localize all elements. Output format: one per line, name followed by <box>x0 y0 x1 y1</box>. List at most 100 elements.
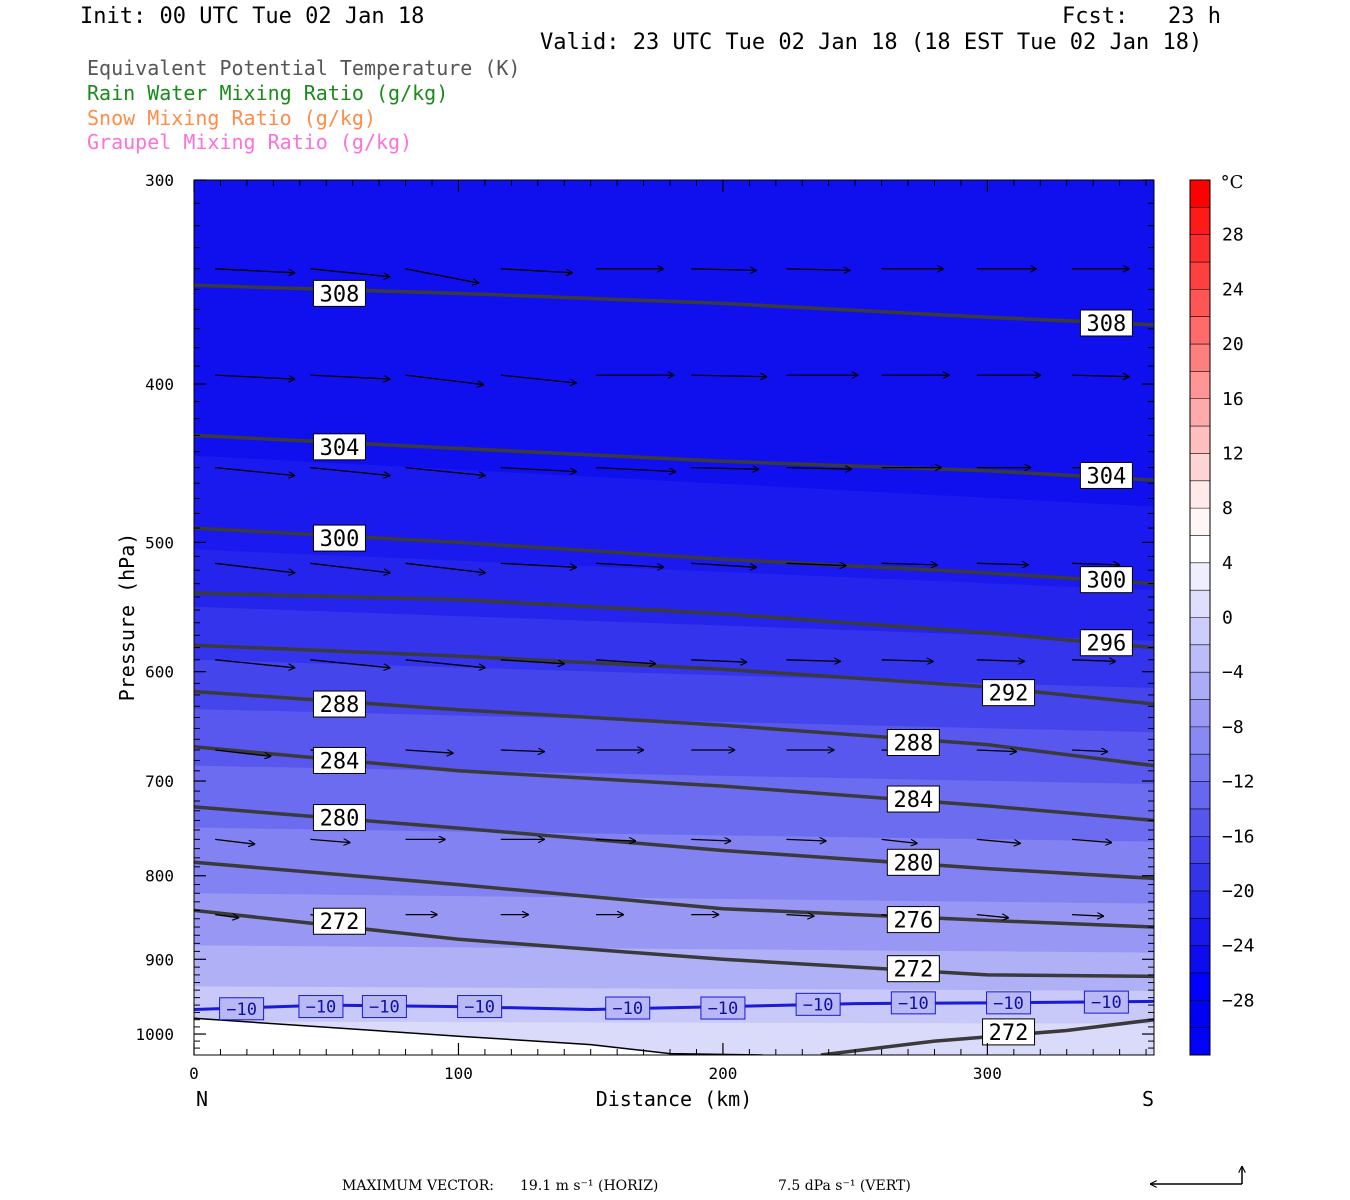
theta-e-label-box <box>886 906 940 934</box>
wind-vector <box>881 660 934 662</box>
colorbar-swatch <box>1190 398 1210 427</box>
colorbar-swatch <box>1190 918 1210 947</box>
isotherm-label-box <box>457 995 503 1019</box>
theta-e-line <box>194 689 1154 768</box>
colorbar-tick-label: −4 <box>1222 662 1244 683</box>
wind-vector <box>215 466 295 476</box>
theta-e-label-box <box>1079 461 1133 489</box>
colorbar-swatch <box>1190 180 1210 208</box>
colorbar-swatch <box>1190 726 1210 755</box>
isotherm-label-box <box>298 995 344 1019</box>
theta-e-line <box>194 805 1154 881</box>
wind-vector <box>786 563 846 565</box>
theta-e-label-box <box>312 433 366 461</box>
wind-vector <box>405 268 480 283</box>
isotherm-label: −10 <box>464 998 495 1018</box>
wind-vector <box>215 915 239 918</box>
wind-vector <box>976 750 1017 752</box>
colorbar-swatch <box>1190 316 1210 345</box>
x-axis-label: Distance (km) <box>596 1087 753 1111</box>
theta-e-line <box>194 643 1154 706</box>
theta-e-label: 272 <box>320 910 360 935</box>
wind-vector <box>976 563 1029 565</box>
wind-vector <box>215 562 295 573</box>
theta-e-label: 304 <box>1087 464 1127 489</box>
isotherm-label-box <box>986 991 1032 1015</box>
wind-vector <box>310 466 390 476</box>
theta-e-label-box <box>312 907 366 935</box>
wind-vector <box>310 839 350 842</box>
theta-e-line <box>194 283 1154 327</box>
colorbar-swatch <box>1190 672 1210 701</box>
y-tick-label: 500 <box>145 533 174 552</box>
wind-vector <box>976 660 1025 662</box>
wind-vector <box>310 562 390 573</box>
colorbar-tick-label: 12 <box>1222 443 1244 464</box>
theta-e-label: 300 <box>320 527 360 552</box>
theta-e-label-box <box>886 785 940 813</box>
colorbar-swatch <box>1190 644 1210 673</box>
plot-frame <box>193 179 1155 1056</box>
wind-vector <box>595 659 656 664</box>
wind-vector <box>691 269 757 271</box>
colorbar-tick-label: −28 <box>1222 990 1255 1011</box>
isotherm-label-box <box>361 995 407 1019</box>
colorbar-tick-label: 8 <box>1222 498 1233 519</box>
x-tick-label: 100 <box>444 1064 473 1083</box>
theta-e-label: 280 <box>893 851 933 876</box>
surface-line <box>194 1017 763 1055</box>
theta-e-label-box <box>312 279 366 307</box>
colorbar-tick-label: 24 <box>1222 279 1244 300</box>
colorbar-swatch <box>1190 972 1210 1001</box>
colorbar-swatch <box>1190 480 1210 509</box>
isotherm-label: −10 <box>993 994 1024 1014</box>
colorbar-swatch <box>1190 234 1210 263</box>
colorbar-swatch <box>1190 562 1210 591</box>
valid-time: Valid: 23 UTC Tue 02 Jan 18 (18 EST Tue … <box>540 30 1203 55</box>
y-tick-label: 800 <box>145 867 174 886</box>
colorbar-tick-label: 4 <box>1222 553 1233 574</box>
isotherm-label-box <box>795 992 841 1016</box>
isotherm-label: −10 <box>612 999 643 1019</box>
wind-vector <box>1071 750 1108 752</box>
wind-vector <box>215 838 255 844</box>
wind-vector <box>691 562 757 567</box>
theta-e-label-box <box>1079 566 1133 594</box>
wind-vector <box>215 268 295 273</box>
wind-vector <box>310 374 390 379</box>
legend-graupel: Graupel Mixing Ratio (g/kg) <box>87 130 413 154</box>
isotherm-label: −10 <box>306 998 337 1018</box>
isotherm-contour <box>194 999 1154 1012</box>
isotherm-label-box <box>890 991 936 1015</box>
theta-e-label-box <box>312 804 366 832</box>
contour-labels: 308 308 304 304 300 300 296 292 288 288 284 284 280 2… <box>219 279 1133 1046</box>
colorbar-tick-label: −12 <box>1222 772 1255 793</box>
y-tick-label: 900 <box>145 950 174 969</box>
left-endpoint-label: N <box>196 1087 208 1111</box>
init-time: Init: 00 UTC Tue 02 Jan 18 <box>80 4 425 29</box>
wind-vector <box>500 562 577 567</box>
colorbar-tick-label: −8 <box>1222 717 1244 738</box>
theta-e-label-box <box>312 524 366 552</box>
colorbar-swatch <box>1190 617 1210 646</box>
theta-e-label-box <box>1079 309 1133 337</box>
theta-e-line <box>194 526 1154 586</box>
wind-vector <box>500 659 565 664</box>
legend-theta-e: Equivalent Potential Temperature (K) <box>87 56 521 80</box>
right-endpoint-label: S <box>1142 1087 1154 1111</box>
wind-vector <box>976 915 1009 918</box>
theta-e-label: 284 <box>320 749 360 774</box>
colorbar-swatch <box>1190 836 1210 865</box>
forecast-hour: Fcst: 23 h <box>1062 4 1221 29</box>
wind-vector <box>595 839 636 841</box>
wind-vector <box>405 750 454 753</box>
wind-vector <box>691 468 759 470</box>
colorbar-swatch <box>1190 1027 1210 1056</box>
theta-e-label: 272 <box>989 1021 1029 1046</box>
colorbar-swatch <box>1190 453 1210 482</box>
below-ground-mask <box>194 1018 763 1055</box>
isotherm-label: −10 <box>226 1000 257 1020</box>
colorbar-tick-label: −24 <box>1222 936 1255 957</box>
y-tick-label: 400 <box>145 375 174 394</box>
theta-e-label: 288 <box>893 732 933 757</box>
